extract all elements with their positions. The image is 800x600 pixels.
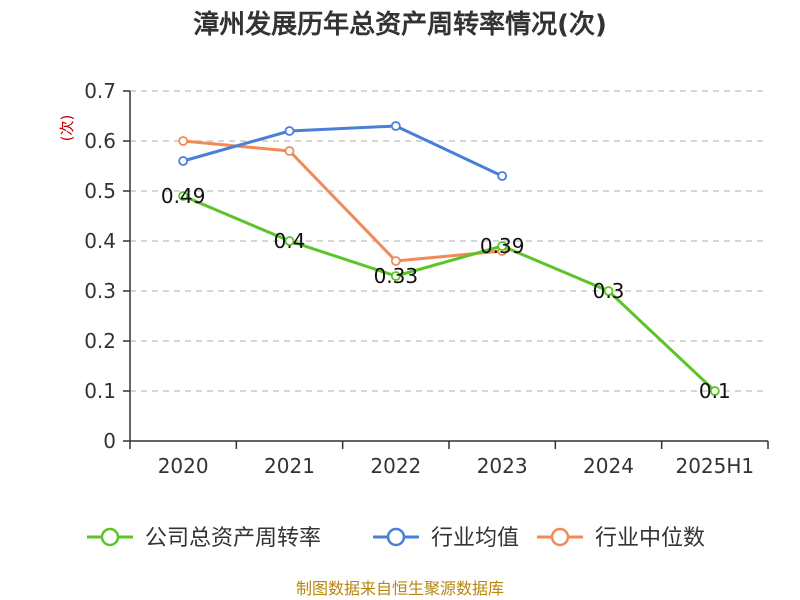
y-tick-label: 0.3 (84, 279, 116, 303)
source-note: 制图数据来自恒生聚源数据库 (296, 579, 504, 598)
x-tick-label: 2022 (370, 454, 421, 478)
data-point (284, 146, 295, 156)
chart-title: 漳州发展历年总资产周转率情况(次) (193, 9, 607, 40)
x-tick-label: 2020 (158, 454, 209, 478)
y-axis-label: (次) (58, 115, 76, 142)
data-label: 0.4 (274, 229, 306, 253)
legend-swatch-marker (550, 527, 570, 547)
series-line (183, 139, 503, 263)
data-point (178, 136, 189, 146)
series-lines (178, 121, 720, 396)
legend-item[interactable]: 公司总资产周转率 (87, 526, 321, 551)
y-tick-label: 0.7 (84, 79, 116, 103)
data-point (603, 286, 614, 296)
data-label: 0.3 (593, 279, 625, 303)
y-tick-label: 0.6 (84, 129, 116, 153)
data-labels: 0.49 0.4 0.33 0.39 0.3 0.1 (161, 184, 731, 403)
legend-item[interactable]: 行业均值 (373, 526, 519, 551)
data-point (390, 121, 401, 131)
legend[interactable]: 公司总资产周转率 行业均值 行业中位数 (87, 526, 705, 551)
legend-swatch-marker (386, 527, 406, 547)
series-line (182, 124, 503, 178)
legend-label: 公司总资产周转率 (145, 526, 321, 551)
x-tick-label: 2021 (264, 454, 315, 478)
legend-label: 行业均值 (431, 526, 519, 551)
data-label: 0.49 (161, 184, 206, 208)
x-tick-label: 2024 (583, 454, 634, 478)
legend-swatch-marker (100, 527, 120, 547)
y-tick-label: 0.4 (84, 229, 116, 253)
y-tick-label: 0.5 (84, 179, 116, 203)
data-point (390, 271, 401, 281)
data-label: 0.33 (374, 264, 419, 288)
x-tick-label: 2025H1 (675, 454, 754, 478)
data-point (178, 156, 189, 166)
axes: 0 0.1 0.2 0.3 0.4 0.5 0.6 0.7 2020 2021 2022 2023 20… (84, 79, 769, 478)
x-tick-label: 2023 (477, 454, 528, 478)
data-label: 0.39 (480, 234, 525, 258)
y-tick-label: 0.2 (84, 329, 116, 353)
data-point (497, 171, 508, 181)
series-line (182, 194, 716, 393)
y-tick-label: 0 (103, 429, 116, 453)
data-point (284, 126, 295, 136)
data-point (709, 386, 720, 396)
grid-lines (130, 90, 768, 392)
legend-label: 行业中位数 (595, 526, 705, 551)
data-point (284, 236, 295, 246)
y-tick-label: 0.1 (84, 379, 116, 403)
data-point (390, 256, 401, 266)
data-point (497, 241, 508, 251)
data-label: 0.1 (699, 379, 731, 403)
data-point (178, 191, 189, 201)
legend-item[interactable]: 行业中位数 (537, 526, 705, 551)
